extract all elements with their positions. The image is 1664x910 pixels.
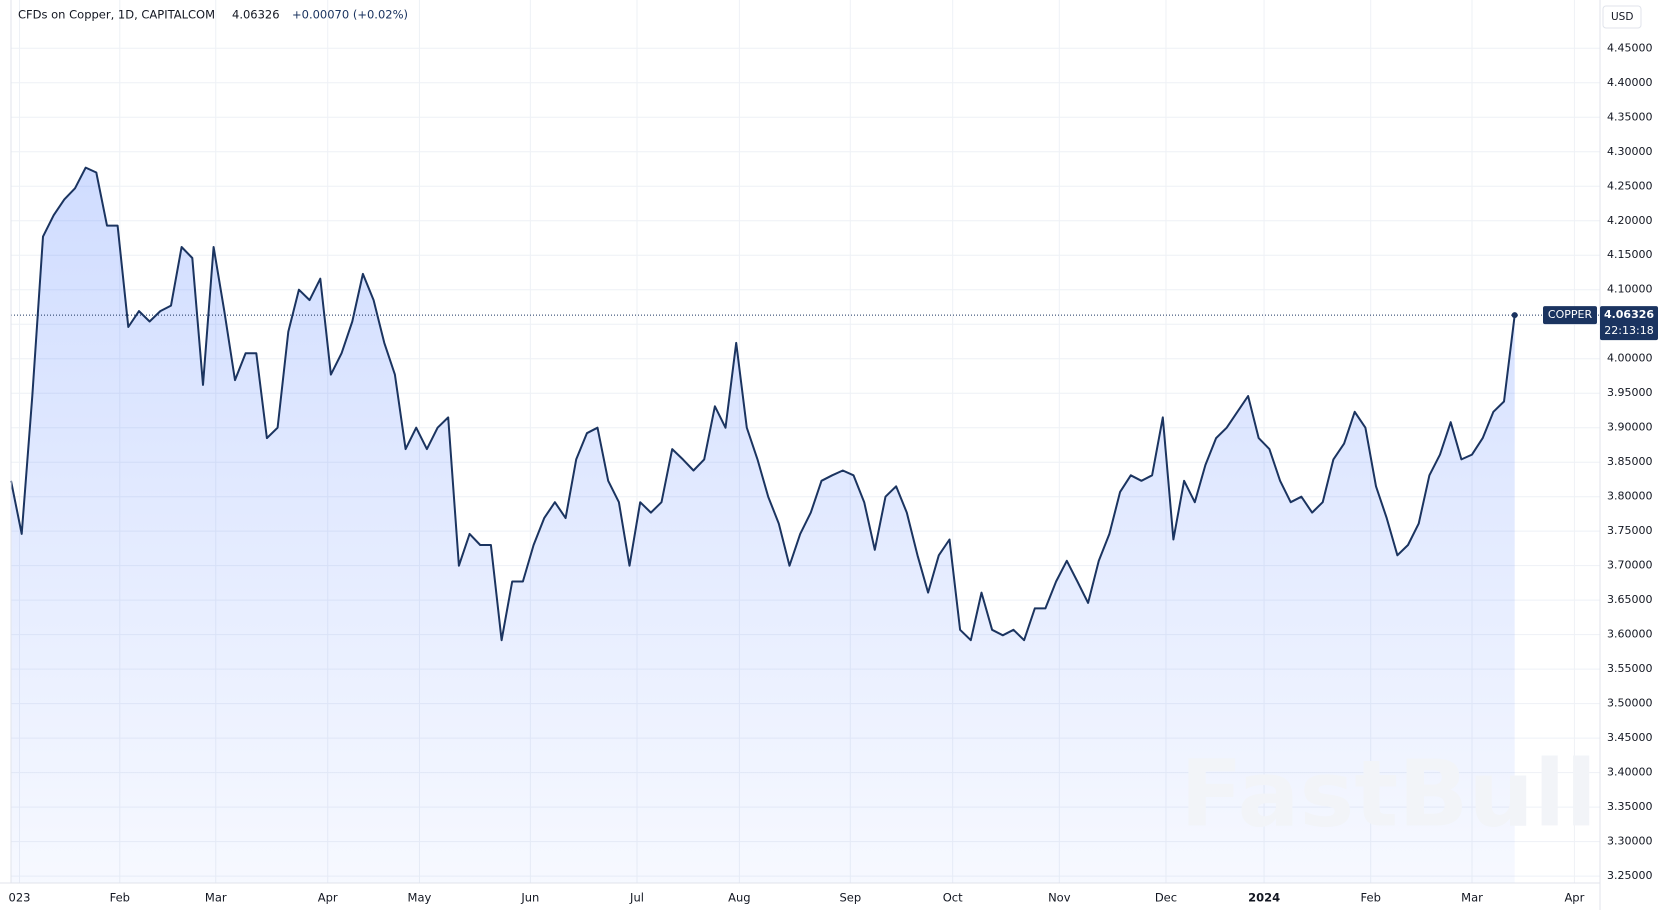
y-tick-label: 3.95000 bbox=[1607, 386, 1653, 399]
x-tick-label: Oct bbox=[943, 891, 963, 905]
x-tick-label: Apr bbox=[318, 891, 338, 905]
y-tick-label: 3.90000 bbox=[1607, 421, 1653, 434]
x-tick-label: Sep bbox=[839, 891, 861, 905]
price-tag-time: 22:13:18 bbox=[1604, 324, 1653, 337]
price-line bbox=[10, 166, 1516, 642]
x-tick-label: Apr bbox=[1564, 891, 1584, 905]
y-tick-label: 3.55000 bbox=[1607, 662, 1653, 675]
y-tick-label: 3.70000 bbox=[1607, 559, 1653, 572]
x-tick-label: Mar bbox=[1461, 891, 1483, 905]
x-tick-label: Mar bbox=[205, 891, 227, 905]
y-tick-label: 3.45000 bbox=[1607, 731, 1653, 744]
y-tick-label: 3.65000 bbox=[1607, 593, 1653, 606]
y-tick-label: 3.30000 bbox=[1607, 835, 1653, 848]
x-tick-label: May bbox=[408, 891, 432, 905]
y-tick-label: 3.40000 bbox=[1607, 766, 1653, 779]
last-price: 4.06326 bbox=[232, 8, 280, 22]
y-tick-label: 3.80000 bbox=[1607, 490, 1653, 503]
chart-title: CFDs on Copper, 1D, CAPITALCOM bbox=[18, 8, 215, 22]
y-tick-label: 4.45000 bbox=[1607, 41, 1653, 54]
y-tick-label: 4.15000 bbox=[1607, 248, 1653, 261]
y-tick-label: 3.60000 bbox=[1607, 628, 1653, 641]
x-tick-label: Feb bbox=[1361, 891, 1381, 905]
x-tick-label: Jun bbox=[520, 891, 539, 905]
y-tick-label: 3.75000 bbox=[1607, 524, 1653, 537]
x-tick-label: Aug bbox=[728, 891, 750, 905]
x-tick-label: 023 bbox=[9, 891, 31, 905]
y-tick-label: 4.35000 bbox=[1607, 110, 1653, 123]
currency[interactable]: USD bbox=[1611, 11, 1633, 23]
y-tick-label: 4.20000 bbox=[1607, 214, 1653, 227]
y-tick-label: 3.25000 bbox=[1607, 869, 1653, 882]
price-tag-value: 4.06326 bbox=[1604, 308, 1654, 321]
area bbox=[11, 167, 1515, 884]
price-change: +0.00070 (+0.02%) bbox=[292, 8, 408, 22]
y-tick-label: 4.40000 bbox=[1607, 76, 1653, 89]
price-tag bbox=[1600, 306, 1658, 341]
watermark: FastBull bbox=[1180, 740, 1597, 847]
y-tick-label: 3.50000 bbox=[1607, 697, 1653, 710]
currency-box[interactable] bbox=[1602, 5, 1642, 29]
symbol-tag bbox=[1543, 306, 1597, 325]
y-tick-label: 4.30000 bbox=[1607, 145, 1653, 158]
x-tick-label: Dec bbox=[1155, 891, 1177, 905]
x-tick-label: Feb bbox=[110, 891, 130, 905]
y-tick-label: 3.35000 bbox=[1607, 800, 1653, 813]
y-tick-label: 4.00000 bbox=[1607, 352, 1653, 365]
x-tick-label: 2024 bbox=[1248, 891, 1280, 905]
x-tick-label: Jul bbox=[629, 891, 644, 905]
y-tick-label: 4.25000 bbox=[1607, 179, 1653, 192]
y-tick-label: 3.85000 bbox=[1607, 455, 1653, 468]
x-tick-label: Nov bbox=[1048, 891, 1071, 905]
y-tick-label: 4.10000 bbox=[1607, 283, 1653, 296]
symbol-name: COPPER bbox=[1548, 308, 1593, 321]
